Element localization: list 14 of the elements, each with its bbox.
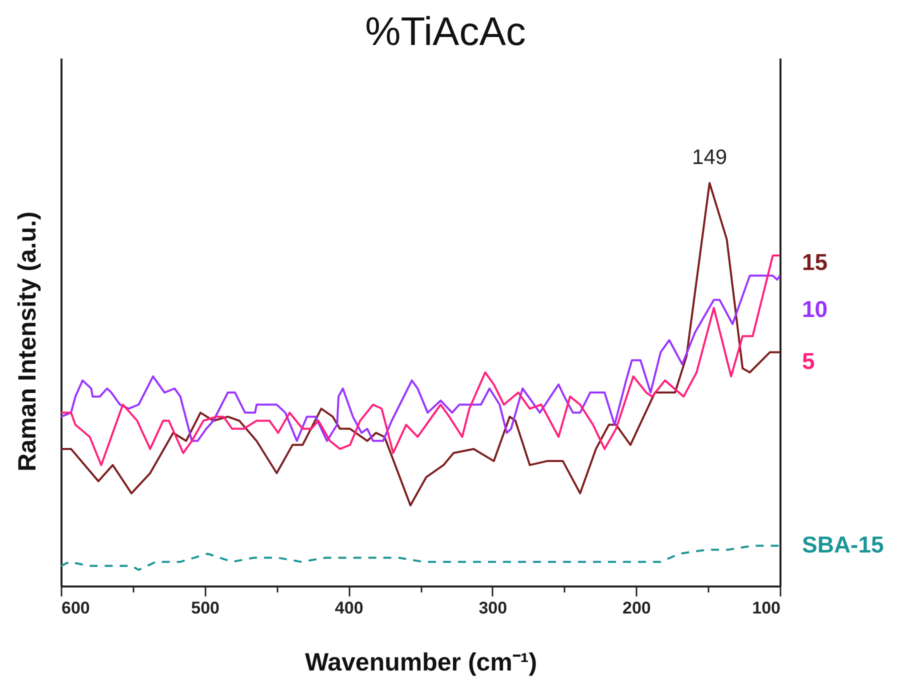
series-label: SBA-15 xyxy=(802,532,884,558)
x-tick-label: 100 xyxy=(752,598,780,618)
text: 15 xyxy=(802,249,828,275)
chart-title: %TiAcAc xyxy=(365,10,526,54)
x-tick-label: 300 xyxy=(478,598,508,618)
annotation: 149 xyxy=(692,146,728,169)
x-tick-label: 400 xyxy=(334,598,364,618)
x-tick-label: 600 xyxy=(62,598,90,618)
x-tick-label: 500 xyxy=(191,598,220,618)
series-label: 10 xyxy=(802,296,828,322)
x-tick-label: 200 xyxy=(622,598,651,618)
y-axis-title: Raman Intensity (a.u.) xyxy=(14,212,42,472)
x-axis-title: Wavenumber (cm⁻¹) xyxy=(304,648,538,676)
text: 5 xyxy=(802,348,815,374)
